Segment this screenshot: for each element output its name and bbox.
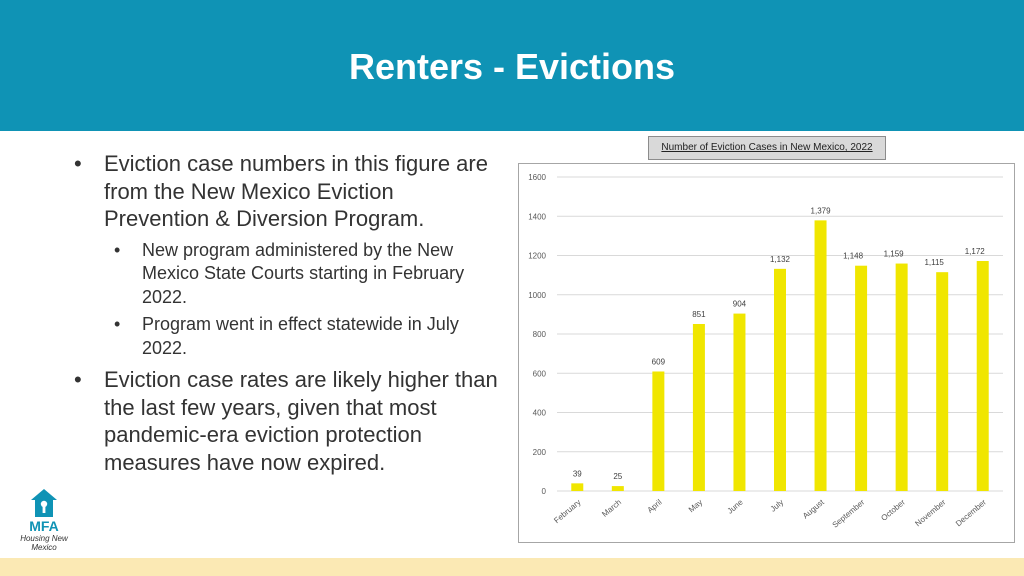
y-tick-label: 0	[542, 487, 547, 496]
data-label: 1,159	[884, 250, 905, 259]
bullet-text: Eviction case numbers in this figure are…	[104, 151, 488, 231]
sub-bullet-text: Program went in effect statewide in July…	[142, 314, 459, 358]
y-tick-label: 400	[533, 409, 547, 418]
y-tick-label: 600	[533, 369, 547, 378]
data-label: 1,148	[843, 252, 864, 261]
bullet-list: • Eviction case numbers in this figure a…	[70, 150, 500, 482]
bar	[692, 323, 705, 491]
y-tick-label: 1400	[528, 212, 546, 221]
bar	[652, 371, 665, 491]
bar	[774, 268, 786, 491]
bar	[895, 263, 908, 491]
x-tick-label: March	[600, 498, 623, 519]
bullet-dot: •	[114, 239, 121, 260]
data-label: 25	[613, 472, 622, 481]
x-tick-label: April	[646, 498, 664, 515]
bullet-text: Eviction case rates are likely higher th…	[104, 367, 498, 475]
header-bar	[0, 0, 1024, 131]
bullet-dot: •	[74, 151, 82, 176]
bar-chart: 0 200 400 600 800 1000 1200 1400 1600 39 February 2…	[528, 173, 1003, 530]
x-tick-label: November	[913, 497, 947, 528]
y-tick-label: 1600	[528, 173, 546, 182]
sub-bullet-item: • New program administered by the New Me…	[70, 239, 500, 310]
data-label: 1,132	[770, 255, 791, 264]
x-tick-label: October	[879, 497, 907, 522]
bar	[855, 265, 868, 491]
data-label: 1,379	[811, 206, 832, 215]
bar	[814, 220, 827, 491]
x-tick-label: August	[801, 497, 826, 520]
mfa-logo: MFA Housing New Mexico	[8, 488, 80, 552]
chart-area: 0 200 400 600 800 1000 1200 1400 1600 39 February 2…	[518, 163, 1015, 543]
x-tick-label: February	[552, 498, 582, 525]
y-tick-label: 1000	[528, 291, 546, 300]
bullet-dot: •	[74, 367, 82, 392]
data-label: 1,115	[924, 258, 944, 267]
footer-strip	[0, 558, 1024, 576]
data-label: 904	[733, 300, 747, 309]
y-tick-label: 1200	[528, 252, 546, 261]
bar	[976, 260, 989, 491]
bullet-dot: •	[114, 314, 121, 334]
bar	[733, 313, 746, 491]
y-tick-label: 800	[533, 330, 547, 339]
bullet-item: • Eviction case numbers in this figure a…	[70, 150, 500, 233]
data-label: 1,172	[965, 247, 986, 256]
x-tick-label: September	[831, 497, 867, 529]
bar	[571, 483, 584, 491]
x-tick-label: July	[769, 498, 786, 514]
data-label: 609	[652, 357, 666, 366]
logo-tagline: Housing New Mexico	[20, 534, 68, 552]
data-label: 851	[692, 310, 706, 319]
house-keyhole-icon	[31, 489, 57, 517]
x-tick-label: December	[954, 497, 988, 528]
data-label: 39	[573, 469, 582, 478]
y-tick-label: 200	[533, 448, 547, 457]
sub-bullet-item: • Program went in effect statewide in Ju…	[70, 313, 500, 360]
x-tick-label: May	[687, 498, 704, 515]
logo-wordmark: MFA	[29, 518, 59, 534]
x-tick-label: June	[726, 497, 745, 515]
bar	[611, 486, 624, 491]
chart-title: Number of Eviction Cases in New Mexico, …	[648, 136, 886, 160]
sub-bullet-text: New program administered by the New Mexi…	[142, 239, 465, 307]
bar	[936, 272, 949, 491]
slide-title: Renters - Evictions	[348, 46, 676, 87]
bullet-item: • Eviction case rates are likely higher …	[70, 366, 500, 476]
